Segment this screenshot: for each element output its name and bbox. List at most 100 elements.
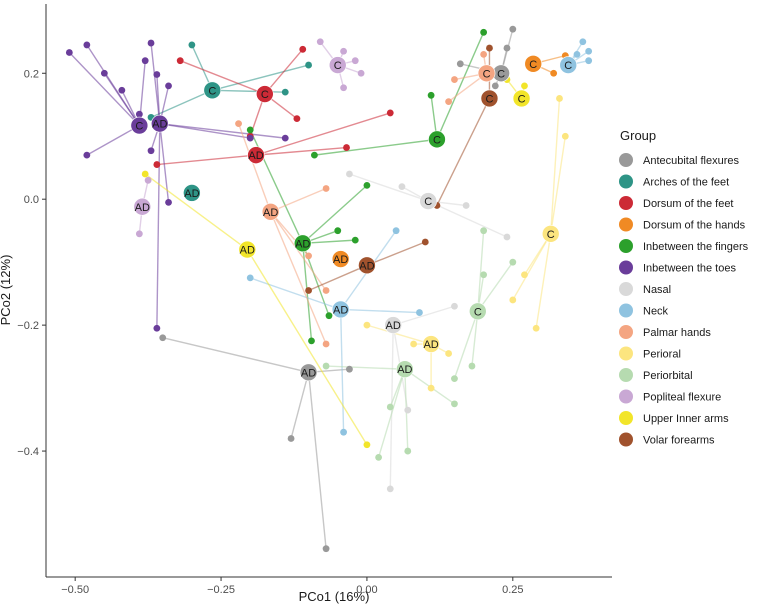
connector-line	[392, 305, 455, 326]
sample-point	[585, 47, 593, 55]
connector-line	[535, 233, 552, 329]
sample-point	[147, 39, 155, 47]
centroid-point	[559, 56, 578, 74]
connector-line	[159, 122, 286, 139]
sample-point	[456, 60, 464, 68]
centroid-label: AD	[333, 254, 348, 266]
sample-point	[404, 447, 412, 455]
y-tick-label: −0.4	[17, 446, 39, 458]
sample-point	[561, 132, 569, 140]
centroid-label: C	[485, 93, 493, 105]
centroid-label: C	[135, 121, 143, 133]
sample-point	[386, 403, 394, 411]
legend-label: Palmar hands	[643, 327, 711, 339]
sample-point	[363, 441, 371, 449]
sample-point	[299, 45, 307, 53]
sample-point	[521, 82, 528, 90]
sample-point	[398, 183, 406, 191]
connector-line	[477, 261, 514, 312]
sample-point	[480, 28, 488, 36]
centroid-label: C	[334, 60, 342, 72]
sample-point	[486, 44, 493, 52]
sample-point	[509, 258, 517, 266]
y-tick-label: 0.0	[24, 194, 39, 206]
sample-point	[386, 109, 394, 117]
sample-point	[340, 84, 347, 92]
connector-line	[103, 72, 140, 126]
centroid-label: AD	[152, 119, 167, 131]
sample-point	[421, 238, 429, 246]
y-tick-label: 0.2	[24, 68, 39, 80]
sample-point	[445, 98, 453, 105]
centroid-point	[396, 360, 414, 379]
centroid-point	[477, 64, 496, 83]
legend-label: Antecubital flexures	[643, 155, 739, 167]
sample-point	[357, 69, 365, 77]
centroid-point	[247, 146, 265, 164]
sample-point	[322, 362, 330, 370]
centroid-label: AD	[295, 238, 310, 250]
legend-swatch	[619, 432, 633, 447]
sample-point	[293, 115, 301, 122]
legend-label: Dorsum of the feet	[643, 198, 734, 210]
sample-point	[550, 69, 558, 77]
sample-point	[281, 134, 289, 142]
sample-point	[427, 91, 435, 99]
connector-line	[150, 89, 213, 118]
centroid-point	[256, 85, 274, 103]
sample-point	[118, 86, 126, 94]
connector-line	[366, 241, 426, 266]
sample-point	[451, 375, 458, 383]
connector-line	[550, 136, 567, 234]
axes	[45, 4, 612, 578]
connector-line	[264, 48, 304, 95]
connector-line	[270, 211, 327, 291]
sample-point	[322, 545, 330, 553]
sample-point	[334, 227, 342, 235]
legend-swatch	[619, 153, 633, 167]
legend-label: Arches of the feet	[643, 177, 729, 189]
sample-point	[322, 287, 330, 294]
connector-line	[308, 264, 368, 292]
sample-point	[135, 110, 143, 118]
sample-point	[165, 82, 172, 90]
sample-point	[188, 41, 196, 49]
sample-point	[144, 176, 152, 184]
centroid-point	[130, 116, 149, 135]
sample-point	[375, 453, 382, 461]
sample-point	[585, 57, 593, 65]
sample-point	[308, 337, 315, 345]
sample-point	[462, 202, 470, 209]
connector-line	[349, 173, 429, 202]
centroid-point	[150, 114, 169, 133]
legend-label: Nasal	[643, 284, 671, 296]
sample-point	[509, 296, 517, 304]
centroid-label: AD	[333, 304, 348, 316]
sample-point	[305, 287, 312, 294]
sample-point	[346, 170, 353, 178]
legend-swatch	[619, 239, 633, 253]
sample-point	[325, 312, 333, 320]
connector-line	[212, 89, 286, 93]
sample-point	[480, 50, 488, 58]
centroid-label: AD	[386, 320, 401, 332]
sample-point	[451, 76, 458, 83]
legend-swatch	[619, 174, 633, 189]
legend-label: Upper Inner arms	[643, 413, 729, 425]
sample-point	[83, 151, 91, 159]
sample-point	[480, 227, 488, 235]
centroid-label: AD	[423, 339, 438, 351]
connector-line	[339, 309, 345, 433]
sample-point	[386, 485, 394, 493]
centroid-point	[183, 184, 201, 202]
x-tick-label: 0.00	[356, 584, 377, 596]
connector-line	[471, 311, 479, 367]
connector-line	[477, 230, 485, 312]
connector-line	[366, 324, 432, 345]
sample-point	[556, 95, 563, 102]
sample-point	[153, 71, 161, 78]
connector-line	[340, 308, 420, 314]
centroid-point	[419, 192, 437, 210]
centroid-label: C	[424, 196, 432, 208]
connector-line	[314, 138, 438, 156]
